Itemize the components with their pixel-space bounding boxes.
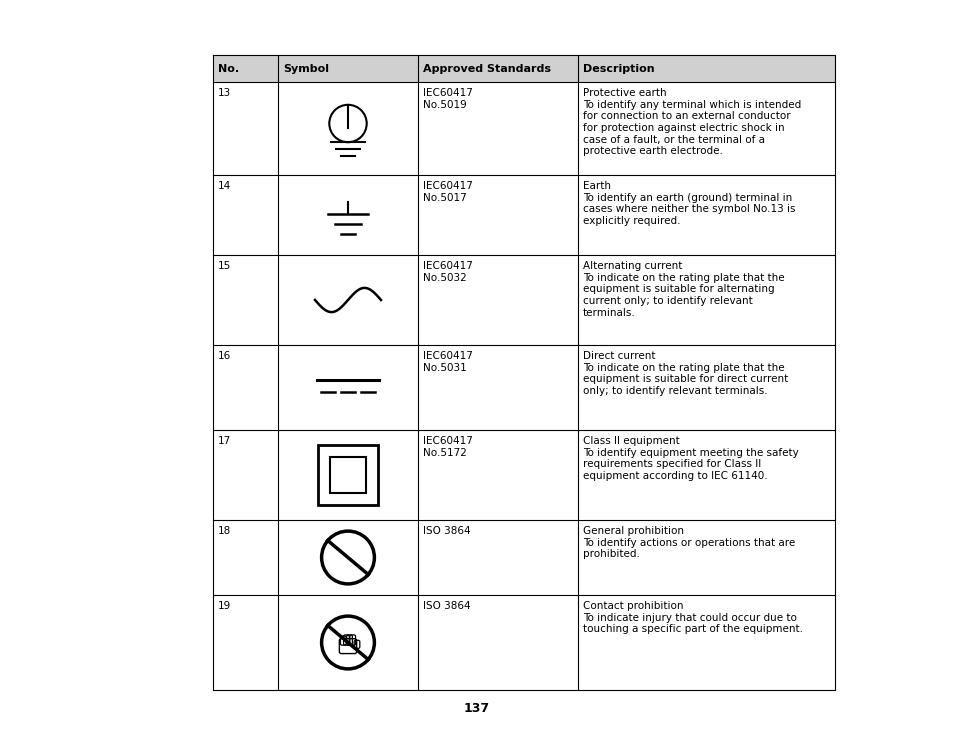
Text: touching a specific part of the equipment.: touching a specific part of the equipmen… <box>582 624 802 634</box>
Text: 15: 15 <box>218 261 231 271</box>
Text: To indicate on the rating plate that the: To indicate on the rating plate that the <box>582 362 783 373</box>
Text: only; to identify relevant terminals.: only; to identify relevant terminals. <box>582 386 767 396</box>
Text: Approved Standards: Approved Standards <box>422 63 551 74</box>
Text: for protection against electric shock in: for protection against electric shock in <box>582 123 783 133</box>
Text: Alternating current: Alternating current <box>582 261 681 271</box>
Text: equipment according to IEC 61140.: equipment according to IEC 61140. <box>582 471 767 481</box>
Text: To identify any terminal which is intended: To identify any terminal which is intend… <box>582 100 801 110</box>
Text: To identify actions or operations that are: To identify actions or operations that a… <box>582 537 795 548</box>
Text: Direct current: Direct current <box>582 351 655 361</box>
Text: IEC60417: IEC60417 <box>422 351 473 361</box>
Text: 19: 19 <box>218 601 231 611</box>
Text: Symbol: Symbol <box>283 63 329 74</box>
Bar <box>330 457 366 493</box>
Text: To identify an earth (ground) terminal in: To identify an earth (ground) terminal i… <box>582 193 791 203</box>
Text: Description: Description <box>582 63 654 74</box>
Text: Earth: Earth <box>582 181 610 191</box>
Text: 17: 17 <box>218 436 231 446</box>
Text: Class II equipment: Class II equipment <box>582 436 679 446</box>
Bar <box>318 445 377 505</box>
Text: Contact prohibition: Contact prohibition <box>582 601 682 611</box>
Text: ISO 3864: ISO 3864 <box>422 526 470 536</box>
Text: 18: 18 <box>218 526 231 536</box>
Text: 16: 16 <box>218 351 231 361</box>
Text: 13: 13 <box>218 88 231 98</box>
Text: prohibited.: prohibited. <box>582 549 639 559</box>
Text: explicitly required.: explicitly required. <box>582 216 679 226</box>
Text: No.5017: No.5017 <box>422 193 466 203</box>
Text: IEC60417: IEC60417 <box>422 88 473 98</box>
Text: IEC60417: IEC60417 <box>422 261 473 271</box>
Text: 137: 137 <box>463 702 490 714</box>
Text: No.5172: No.5172 <box>422 448 466 458</box>
Text: current only; to identify relevant: current only; to identify relevant <box>582 296 752 306</box>
Text: equipment is suitable for direct current: equipment is suitable for direct current <box>582 374 787 384</box>
Text: for connection to an external conductor: for connection to an external conductor <box>582 111 790 121</box>
Text: terminals.: terminals. <box>582 308 635 317</box>
Text: To indicate injury that could occur due to: To indicate injury that could occur due … <box>582 613 796 623</box>
Text: General prohibition: General prohibition <box>582 526 683 536</box>
Text: Protective earth: Protective earth <box>582 88 666 98</box>
Text: 14: 14 <box>218 181 231 191</box>
Text: case of a fault, or the terminal of a: case of a fault, or the terminal of a <box>582 134 764 145</box>
Text: IEC60417: IEC60417 <box>422 181 473 191</box>
Text: No.: No. <box>218 63 239 74</box>
Text: cases where neither the symbol No.13 is: cases where neither the symbol No.13 is <box>582 204 795 214</box>
Text: protective earth electrode.: protective earth electrode. <box>582 146 722 156</box>
Text: IEC60417: IEC60417 <box>422 436 473 446</box>
Bar <box>213 55 834 82</box>
Text: No.5032: No.5032 <box>422 272 466 283</box>
Text: To indicate on the rating plate that the: To indicate on the rating plate that the <box>582 272 783 283</box>
Text: To identify equipment meeting the safety: To identify equipment meeting the safety <box>582 448 798 458</box>
Text: No.5031: No.5031 <box>422 362 466 373</box>
Text: equipment is suitable for alternating: equipment is suitable for alternating <box>582 284 774 294</box>
Text: requirements specified for Class II: requirements specified for Class II <box>582 459 760 469</box>
Text: No.5019: No.5019 <box>422 100 466 110</box>
Text: ISO 3864: ISO 3864 <box>422 601 470 611</box>
